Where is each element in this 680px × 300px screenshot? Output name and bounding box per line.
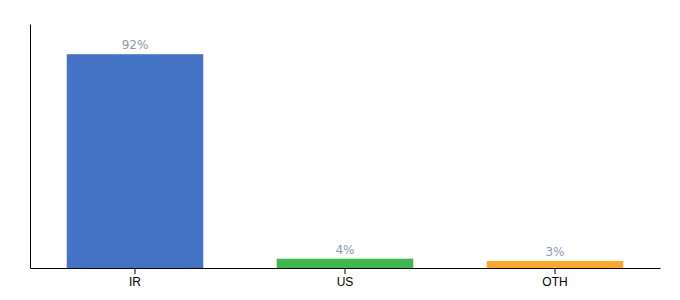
bar — [277, 259, 414, 268]
x-axis: IR US OTH — [31, 268, 661, 289]
x-tick: US — [337, 268, 354, 289]
chart-container: 92% 4% 3% IR US OTH — [0, 0, 680, 300]
data-labels: 92% 4% 3% — [122, 38, 565, 259]
bar — [67, 54, 204, 268]
x-tick-label: IR — [129, 275, 141, 289]
x-tick: IR — [129, 268, 141, 289]
data-label: 4% — [335, 243, 354, 257]
x-tick-mark — [345, 268, 346, 274]
bar — [487, 261, 624, 268]
x-tick: OTH — [542, 268, 567, 289]
x-tick-mark — [555, 268, 556, 274]
bars — [67, 54, 624, 268]
x-tick-label: US — [337, 275, 354, 289]
data-label: 92% — [122, 38, 149, 52]
y-axis-line — [30, 25, 31, 269]
x-tick-mark — [135, 268, 136, 274]
x-tick-label: OTH — [542, 275, 567, 289]
plot-area: 92% 4% 3% IR US OTH — [31, 25, 661, 289]
data-label: 3% — [545, 245, 564, 259]
chart-svg: 92% 4% 3% IR US OTH — [0, 0, 680, 300]
y-axis — [30, 25, 31, 269]
